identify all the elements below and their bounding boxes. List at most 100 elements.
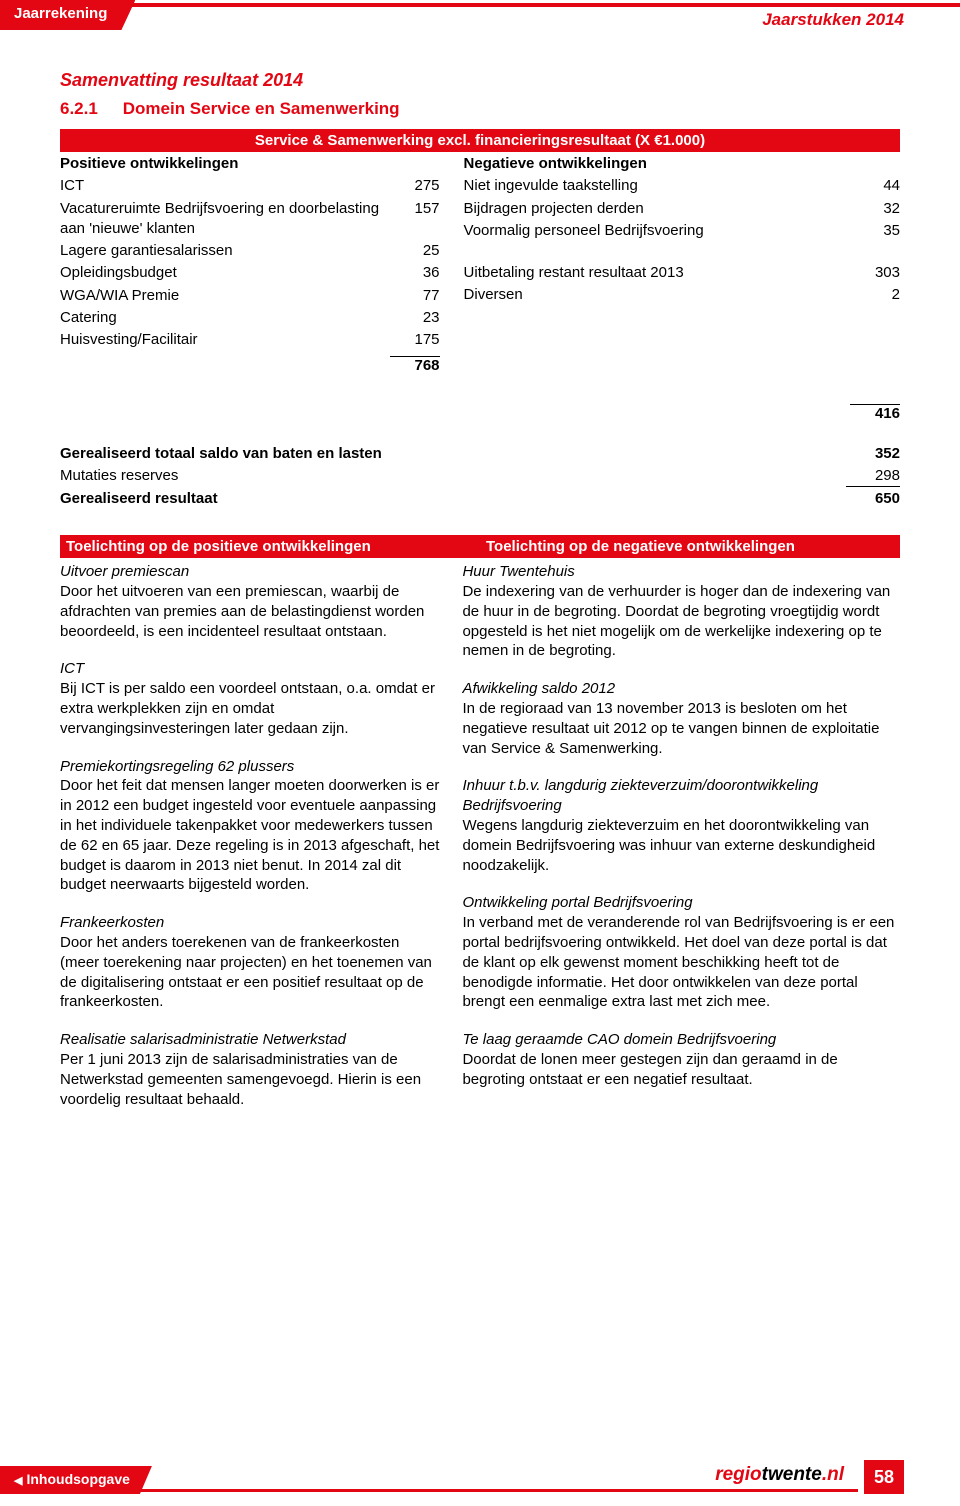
table-banner: Service & Samenwerking excl. financierin…	[60, 129, 900, 152]
row-label: Voormalig personeel Bedrijfsvoering	[464, 221, 850, 241]
summary-label: Mutaties reserves	[60, 466, 846, 486]
summary-row: Gerealiseerd resultaat650	[60, 489, 900, 509]
explanation-body: In de regioraad van 13 november 2013 is …	[462, 699, 900, 758]
negative-column: Negatieve ontwikkelingen Niet ingevulde …	[464, 152, 900, 422]
row-label: Bijdragen projecten derden	[464, 199, 850, 219]
explanation-block: FrankeerkostenDoor het anders toerekenen…	[60, 913, 440, 1012]
explanation-title: Premiekortingsregeling 62 plussers	[60, 757, 440, 777]
chevron-left-icon: ◀	[14, 1475, 22, 1487]
explanation-body: Wegens langdurig ziekteverzuim en het do…	[462, 816, 900, 875]
explanation-body: Door het anders toerekenen van de franke…	[60, 933, 440, 1012]
subsection-title: Domein Service en Samenwerking	[123, 99, 400, 118]
logo-part-c: .nl	[822, 1464, 844, 1485]
row-value: 23	[390, 308, 440, 328]
table-row: Opleidingsbudget36	[60, 263, 440, 283]
page-footer: ◀ Inhoudsopgave regiotwente.nl 58	[0, 1458, 960, 1494]
summary-block: Gerealiseerd totaal saldo van baten en l…	[60, 444, 900, 510]
summary-label: Gerealiseerd totaal saldo van baten en l…	[60, 444, 846, 464]
subsection-heading: 6.2.1 Domein Service en Samenwerking	[60, 99, 900, 119]
explanation-title: Realisatie salarisadministratie Netwerks…	[60, 1030, 440, 1050]
summary-value: 352	[846, 444, 900, 464]
positive-heading: Positieve ontwikkelingen	[60, 154, 440, 174]
row-label: Catering	[60, 308, 390, 328]
table-row: Huisvesting/Facilitair175	[60, 330, 440, 350]
explanation-body: De indexering van de verhuurder is hoger…	[462, 582, 900, 661]
row-value: 157	[390, 199, 440, 219]
table-row: Vacatureruimte Bedrijfsvoering en doorbe…	[60, 199, 440, 240]
header-tab: Jaarrekening	[0, 0, 135, 30]
positive-total: 768	[390, 356, 440, 374]
explanation-block: Uitvoer premiescanDoor het uitvoeren van…	[60, 562, 440, 641]
table-row: Voormalig personeel Bedrijfsvoering35	[464, 221, 900, 241]
row-value: 25	[390, 241, 440, 261]
positive-total-row: 768	[60, 356, 440, 374]
row-value: 35	[850, 221, 900, 241]
explanation-title: ICT	[60, 659, 440, 679]
summary-row: Gerealiseerd totaal saldo van baten en l…	[60, 444, 900, 464]
row-label: ICT	[60, 176, 390, 196]
section-title: Samenvatting resultaat 2014	[60, 70, 900, 91]
explanation-body: Door het feit dat mensen langer moeten d…	[60, 776, 440, 895]
negative-total: 416	[850, 404, 900, 422]
explanation-block: Huur TwentehuisDe indexering van de verh…	[462, 562, 900, 661]
summary-value: 298	[846, 466, 900, 487]
row-label: Uitbetaling restant resultaat 2013	[464, 263, 850, 283]
row-value: 175	[390, 330, 440, 350]
row-value: 36	[390, 263, 440, 283]
footer-link-label: Inhoudsopgave	[26, 1471, 129, 1487]
results-table: Positieve ontwikkelingen ICT275Vacaturer…	[60, 152, 900, 422]
table-row: Uitbetaling restant resultaat 2013303	[464, 263, 900, 283]
logo-part-b: twente	[762, 1464, 822, 1485]
explanation-title: Ontwikkeling portal Bedrijfsvoering	[462, 893, 900, 913]
summary-row: Mutaties reserves298	[60, 466, 900, 487]
explanation-title: Frankeerkosten	[60, 913, 440, 933]
page-header: Jaarrekening Jaarstukken 2014	[0, 0, 960, 40]
row-label: Huisvesting/Facilitair	[60, 330, 390, 350]
row-label: Diversen	[464, 285, 850, 305]
explanation-body: Door het uitvoeren van een premiescan, w…	[60, 582, 440, 641]
explanation-title: Te laag geraamde CAO domein Bedrijfsvoer…	[462, 1030, 900, 1050]
summary-label: Gerealiseerd resultaat	[60, 489, 846, 509]
positive-column: Positieve ontwikkelingen ICT275Vacaturer…	[60, 152, 440, 422]
table-row: Niet ingevulde taakstelling44	[464, 176, 900, 196]
explanation-block: Premiekortingsregeling 62 plussersDoor h…	[60, 757, 440, 896]
row-label: Opleidingsbudget	[60, 263, 390, 283]
footer-toc-link[interactable]: ◀ Inhoudsopgave	[0, 1466, 152, 1494]
row-value: 2	[850, 285, 900, 305]
header-right-title: Jaarstukken 2014	[762, 10, 904, 30]
explanation-block: ICTBij ICT is per saldo een voordeel ont…	[60, 659, 440, 738]
logo-part-a: regio	[715, 1464, 761, 1485]
row-label: Vacatureruimte Bedrijfsvoering en doorbe…	[60, 199, 390, 240]
explanation-title: Huur Twentehuis	[462, 562, 900, 582]
header-rule	[0, 3, 960, 7]
table-row: ICT275	[60, 176, 440, 196]
explanation-block: Inhuur t.b.v. langdurig ziekteverzuim/do…	[462, 776, 900, 875]
explanation-header-left: Toelichting op de positieve ontwikkeling…	[60, 535, 480, 558]
table-row: Catering23	[60, 308, 440, 328]
explanation-title: Afwikkeling saldo 2012	[462, 679, 900, 699]
summary-value: 650	[846, 489, 900, 509]
table-row: WGA/WIA Premie77	[60, 286, 440, 306]
row-label: Lagere garantiesalarissen	[60, 241, 390, 261]
explanation-block: Afwikkeling saldo 2012In de regioraad va…	[462, 679, 900, 758]
negative-heading: Negatieve ontwikkelingen	[464, 154, 900, 174]
explanation-body: Doordat de lonen meer gestegen zijn dan …	[462, 1050, 900, 1090]
explanation-block: Te laag geraamde CAO domein Bedrijfsvoer…	[462, 1030, 900, 1089]
explanation-block: Realisatie salarisadministratie Netwerks…	[60, 1030, 440, 1109]
row-label: WGA/WIA Premie	[60, 286, 390, 306]
footer-logo: regiotwente.nl	[715, 1464, 844, 1486]
explanation-body: Bij ICT is per saldo een voordeel ontsta…	[60, 679, 440, 738]
row-value: 275	[390, 176, 440, 196]
negative-total-row: 416	[464, 404, 900, 422]
page-number: 58	[864, 1460, 904, 1494]
explanation-header-right: Toelichting op de negatieve ontwikkeling…	[480, 535, 900, 558]
subsection-number: 6.2.1	[60, 99, 118, 119]
table-row: Diversen2	[464, 285, 900, 305]
row-value: 303	[850, 263, 900, 283]
table-row: Bijdragen projecten derden32	[464, 199, 900, 219]
row-value: 77	[390, 286, 440, 306]
explanation-title: Inhuur t.b.v. langdurig ziekteverzuim/do…	[462, 776, 900, 816]
explanation-block: Ontwikkeling portal BedrijfsvoeringIn ve…	[462, 893, 900, 1012]
table-row: Lagere garantiesalarissen25	[60, 241, 440, 261]
row-value: 32	[850, 199, 900, 219]
